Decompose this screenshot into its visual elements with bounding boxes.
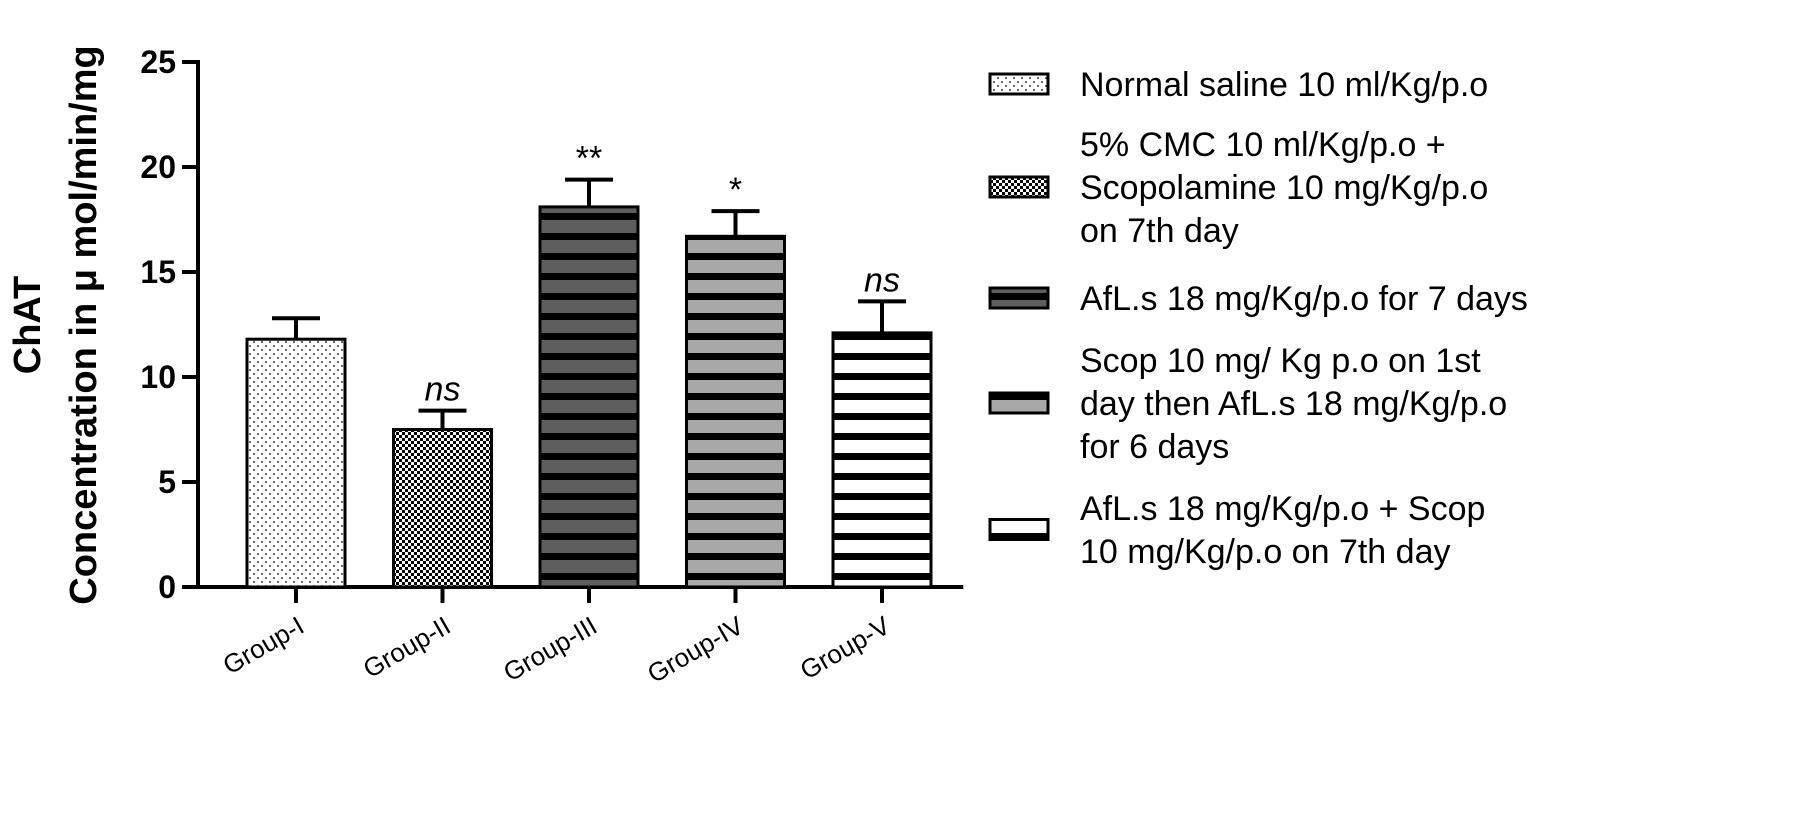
x-tick-label: Group-II bbox=[358, 610, 456, 684]
bars: Group-I Group-II ns Group-III ** Group-IV * Gro… bbox=[218, 140, 933, 689]
legend-swatch bbox=[988, 391, 1050, 415]
y-axis-title-line-1: ChAT bbox=[7, 276, 49, 375]
y-tick-label: 0 bbox=[158, 569, 176, 605]
legend-label: for 6 days bbox=[1080, 428, 1229, 466]
legend-swatch bbox=[988, 72, 1050, 96]
y-tick-label: 20 bbox=[140, 149, 176, 185]
y-tick-label: 15 bbox=[140, 254, 176, 290]
x-tick-label: Group-III bbox=[498, 610, 602, 687]
x-tick-label: Group-I bbox=[218, 610, 309, 680]
bar-group-v bbox=[831, 331, 933, 589]
y-tick-label: 5 bbox=[158, 464, 176, 500]
x-tick-label: Group-IV bbox=[642, 610, 749, 689]
legend-swatch bbox=[988, 175, 1050, 199]
bar-group-ii bbox=[392, 428, 493, 589]
y-axis-title-line-2: Concentration in μ mol/min/mg bbox=[63, 45, 105, 604]
legend-swatch bbox=[988, 518, 1050, 541]
legend-label: Scop 10 mg/ Kg p.o on 1st bbox=[1080, 342, 1481, 380]
legend-label: day then AfL.s 18 mg/Kg/p.o bbox=[1080, 385, 1507, 423]
bar-group-i bbox=[245, 337, 347, 589]
legend-label: Normal saline 10 ml/Kg/p.o bbox=[1080, 66, 1488, 104]
legend-label: Scopolamine 10 mg/Kg/p.o bbox=[1080, 169, 1488, 207]
significance-label: ** bbox=[576, 140, 602, 178]
bar-group-iv bbox=[685, 234, 786, 589]
y-tick-label: 25 bbox=[140, 44, 176, 80]
legend-swatch bbox=[988, 286, 1050, 310]
legend-label: on 7th day bbox=[1080, 212, 1239, 250]
legend-label: AfL.s 18 mg/Kg/p.o for 7 days bbox=[1080, 280, 1528, 318]
legend: Normal saline 10 ml/Kg/p.o 5% CMC 10 ml/K… bbox=[988, 66, 1528, 571]
legend-label: 5% CMC 10 ml/Kg/p.o + bbox=[1080, 126, 1446, 164]
legend-label: 10 mg/Kg/p.o on 7th day bbox=[1080, 533, 1450, 571]
significance-label: ns bbox=[425, 371, 461, 409]
x-tick-label: Group-V bbox=[795, 610, 896, 685]
y-tick-label: 10 bbox=[140, 359, 176, 395]
significance-label: ns bbox=[864, 261, 900, 299]
legend-label: AfL.s 18 mg/Kg/p.o + Scop bbox=[1080, 490, 1485, 528]
significance-label: * bbox=[729, 171, 742, 209]
bar-group-iii bbox=[538, 205, 640, 589]
